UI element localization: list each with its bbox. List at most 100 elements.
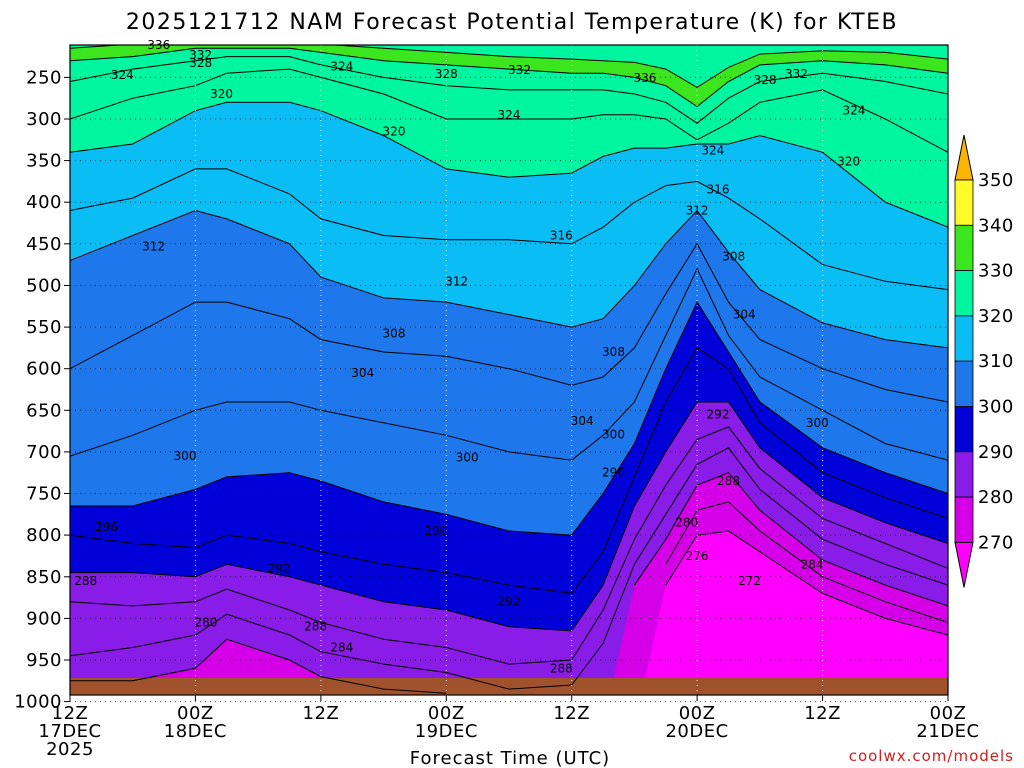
colorbar-label-340: 340 [978, 215, 1014, 236]
colorbar: 270 280 290 300 310 320 330 340 350 [954, 134, 1014, 588]
y-tick-label-950: 950 [26, 650, 62, 671]
contour-label-text: 288 [717, 474, 740, 488]
contour-label-324-3: 324 [111, 68, 134, 82]
y-tick-label-350: 350 [26, 151, 62, 172]
contour-label-text: 300 [602, 427, 625, 441]
colorbar-label-300: 300 [978, 397, 1014, 418]
contour-label-304-25: 304 [351, 366, 374, 380]
contour-label-288-40: 288 [74, 574, 97, 588]
y-tick-label-500: 500 [26, 276, 62, 297]
contour-label-288-33: 288 [717, 474, 740, 488]
isentrope-line-332 [70, 47, 948, 108]
contour-label-text: 304 [733, 308, 756, 322]
colorbar-label-290: 290 [978, 442, 1014, 463]
contour-label-304-22: 304 [733, 308, 756, 322]
contour-label-332-6: 332 [508, 63, 531, 77]
isentrope-line-280-1 [633, 472, 948, 607]
contour-label-296-32: 296 [602, 466, 625, 480]
y-tick-label-300: 300 [26, 109, 62, 130]
contour-label-text: 304 [351, 366, 374, 380]
contour-label-288-44: 288 [304, 620, 327, 634]
contour-label-324-12: 324 [842, 104, 865, 118]
contour-label-300-30: 300 [174, 449, 197, 463]
contour-label-276-38: 276 [686, 549, 709, 563]
credit-text[interactable]: coolwx.com/models [849, 747, 1014, 765]
y-tick-label-650: 650 [26, 400, 62, 421]
contour-label-288-46: 288 [550, 661, 573, 675]
y-tick-label-800: 800 [26, 525, 62, 546]
contour-label-308-20: 308 [722, 249, 745, 263]
contour-label-text: 300 [456, 451, 479, 465]
contour-label-text: 332 [785, 67, 808, 81]
contour-label-text: 328 [754, 73, 777, 87]
contour-label-332-9: 332 [785, 67, 808, 81]
isentrope-line-336 [70, 45, 948, 88]
x-tick-label-24-0: 12Z [303, 703, 340, 724]
contour-label-316-16: 316 [707, 183, 730, 197]
contour-label-280-43: 280 [194, 616, 217, 630]
isentrope-line-296 [70, 347, 948, 594]
colorbar-swatch-300-310 [954, 360, 974, 407]
contour-label-text: 296 [424, 524, 447, 538]
colorbar-label-310: 310 [978, 351, 1014, 372]
x-tick-label-12-1: 18DEC [164, 721, 227, 742]
contour-label-text: 312 [445, 274, 468, 288]
contour-label-324-11: 324 [498, 108, 521, 122]
contour-label-300-29: 300 [806, 416, 829, 430]
colorbar-label-270: 270 [978, 532, 1014, 553]
contour-label-text: 304 [571, 414, 594, 428]
isentrope-line-328 [70, 56, 948, 124]
contour-label-308-24: 308 [602, 345, 625, 359]
contour-label-332-1: 332 [189, 48, 212, 62]
isentrope-line-324 [70, 68, 948, 153]
contour-label-284-39: 284 [801, 557, 824, 571]
x-axis-label: Forecast Time (UTC) [410, 748, 610, 768]
colorbar-arrow-top [954, 134, 974, 181]
y-tick-label-450: 450 [26, 234, 62, 255]
contour-label-text: 296 [602, 466, 625, 480]
colorbar-swatch-320-330 [954, 270, 974, 317]
contour-label-text: 324 [111, 68, 134, 82]
isentrope-fill-272 [641, 531, 948, 695]
y-tick-label-250: 250 [26, 67, 62, 88]
contour-label-308-23: 308 [383, 327, 406, 341]
contour-label-text: 284 [330, 641, 353, 655]
y-tick-label-550: 550 [26, 317, 62, 338]
x-tick-label-0-1: 17DEC [38, 721, 101, 742]
contour-label-text: 332 [189, 48, 212, 62]
contour-label-text: 272 [738, 574, 761, 588]
x-tick-label-0-2: 2025 [46, 739, 94, 760]
y-axis: 250 300 350 400 450 500 550 600 650 700 750 800 850 9… [14, 67, 70, 713]
chart-title: 2025121712 NAM Forecast Potential Temper… [126, 10, 898, 35]
x-tick-label-84-0: 00Z [930, 703, 967, 724]
contour-label-328-5: 328 [435, 67, 458, 81]
contour-label-text: 280 [194, 616, 217, 630]
contour-label-text: 308 [722, 249, 745, 263]
contour-label-324-4: 324 [330, 60, 353, 74]
contour-label-312-21: 312 [445, 274, 468, 288]
contour-label-300-31: 300 [456, 451, 479, 465]
x-tick-label-48-0: 12Z [553, 703, 590, 724]
contour-label-text: 312 [142, 239, 165, 253]
isentrope-line-320 [70, 101, 948, 228]
x-tick-label-72-0: 12Z [804, 703, 841, 724]
ground-surface [70, 678, 948, 695]
x-tick-label-84-1: 21DEC [916, 721, 979, 742]
contour-label-320-15: 320 [837, 154, 860, 168]
x-tick-label-60-1: 20DEC [665, 721, 728, 742]
contour-label-text: 324 [701, 144, 724, 158]
contour-label-text: 320 [210, 87, 233, 101]
isentrope-line-316 [70, 168, 948, 291]
y-tick-label-850: 850 [26, 567, 62, 588]
contour-label-text: 328 [189, 56, 212, 70]
colorbar-label-350: 350 [978, 170, 1014, 191]
plot-frame [69, 44, 949, 696]
contour-label-316-18: 316 [550, 229, 573, 243]
x-tick-label-12-0: 00Z [177, 703, 214, 724]
grid [70, 45, 948, 703]
contour-label-text: 276 [686, 549, 709, 563]
contour-label-text: 288 [304, 620, 327, 634]
